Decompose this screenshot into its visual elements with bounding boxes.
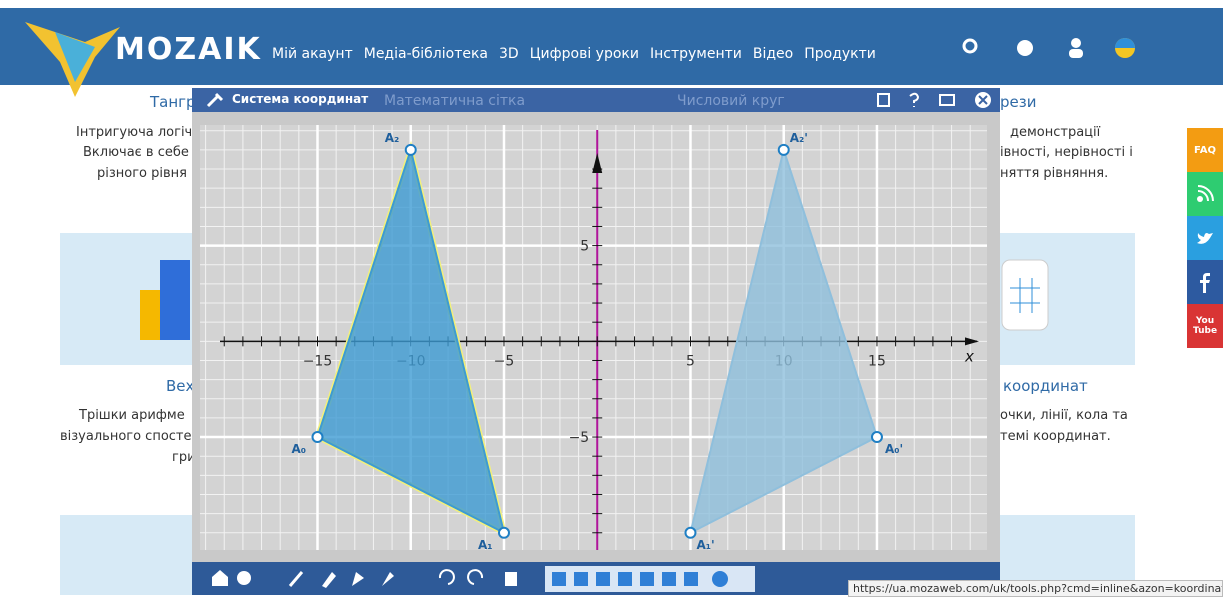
vertex[interactable] bbox=[779, 145, 789, 155]
x-axis-label: x bbox=[964, 347, 974, 365]
nav-item[interactable]: Медіа-бібліотека bbox=[364, 46, 488, 62]
vertex-label: A₂' bbox=[790, 131, 808, 145]
card-image bbox=[135, 255, 195, 345]
y-tick-label: 5 bbox=[580, 239, 589, 255]
card-image bbox=[1000, 258, 1050, 333]
vertex[interactable] bbox=[499, 528, 509, 538]
faded-title: Числовий круг bbox=[677, 93, 785, 109]
card-text: очки, лінії, кола та bbox=[1000, 408, 1128, 423]
page: {"nav":{"logo":"MOZAIK","items":["Мій ак… bbox=[0, 0, 1223, 595]
vertex[interactable] bbox=[406, 145, 416, 155]
vertex-label: A₀ bbox=[291, 442, 306, 456]
nav-item[interactable]: Продукти bbox=[804, 46, 876, 62]
card-text: демонстрації bbox=[1010, 125, 1100, 140]
vertex-label: A₀' bbox=[885, 442, 903, 456]
twitter-icon bbox=[1195, 228, 1215, 248]
card-title[interactable]: координат bbox=[1003, 377, 1088, 395]
nav-item[interactable]: Відео bbox=[753, 46, 793, 62]
logo[interactable]: MOZAIK bbox=[115, 32, 262, 67]
card-text: Трішки арифме bbox=[79, 408, 185, 423]
tool-icon bbox=[206, 92, 226, 108]
card-text: няття рівняння. bbox=[1000, 166, 1108, 181]
card-text: різного рівня bbox=[97, 166, 187, 181]
card-text: Включає в себе ( bbox=[83, 145, 198, 160]
logo-bird bbox=[15, 2, 125, 97]
window-title: Система координат bbox=[232, 92, 368, 106]
card-text: темі координат. bbox=[1000, 429, 1111, 444]
card-title[interactable]: Вех bbox=[166, 377, 194, 395]
vertex-label: A₂ bbox=[385, 131, 400, 145]
x-tick-label: 15 bbox=[868, 353, 886, 369]
nav-icons bbox=[960, 36, 1140, 60]
coordinate-window: Математична сітка Числовий круг Система … bbox=[192, 88, 1000, 595]
top-nav: MOZAIK Мій акаунт Медіа-бібліотека 3D Цифро… bbox=[0, 8, 1223, 85]
rss-button[interactable] bbox=[1187, 172, 1223, 216]
rss-icon bbox=[1195, 184, 1215, 204]
faq-button[interactable]: FAQ bbox=[1187, 128, 1223, 172]
card-text: івності, нерівності і bbox=[1000, 145, 1133, 160]
window-titlebar: Математична сітка Числовий круг Система … bbox=[192, 88, 1000, 112]
x-tick-label: 5 bbox=[686, 353, 695, 369]
nav-item[interactable]: Цифрові уроки bbox=[530, 46, 639, 62]
vertex-label: A₁ bbox=[478, 538, 493, 550]
faded-title: Математична сітка bbox=[384, 93, 525, 109]
nav-items: Мій акаунт Медіа-бібліотека 3D Цифрові урок… bbox=[272, 46, 876, 62]
youtube-button[interactable]: You Tube bbox=[1187, 304, 1223, 348]
facebook-icon bbox=[1195, 271, 1215, 293]
card-title[interactable]: рези bbox=[1000, 93, 1036, 111]
vertex-label: A₁' bbox=[696, 538, 714, 550]
y-tick-label: −5 bbox=[569, 430, 590, 446]
status-url: https://ua.mozaweb.com/uk/tools.php?cmd=… bbox=[848, 580, 1223, 597]
nav-item[interactable]: 3D bbox=[499, 46, 519, 62]
window-buttons[interactable] bbox=[872, 91, 997, 109]
nav-item[interactable]: Інструменти bbox=[650, 46, 742, 62]
card-text: Інтригуюча логіч bbox=[76, 125, 192, 140]
facebook-button[interactable] bbox=[1187, 260, 1223, 304]
twitter-button[interactable] bbox=[1187, 216, 1223, 260]
vertex[interactable] bbox=[872, 432, 882, 442]
vertex[interactable] bbox=[312, 432, 322, 442]
x-tick-label: −15 bbox=[303, 353, 333, 369]
social-bar: FAQ You Tube bbox=[1187, 128, 1223, 348]
card-text: візуального спосте bbox=[60, 429, 192, 444]
nav-item[interactable]: Мій акаунт bbox=[272, 46, 353, 62]
vertex[interactable] bbox=[685, 528, 695, 538]
x-tick-label: −5 bbox=[494, 353, 515, 369]
